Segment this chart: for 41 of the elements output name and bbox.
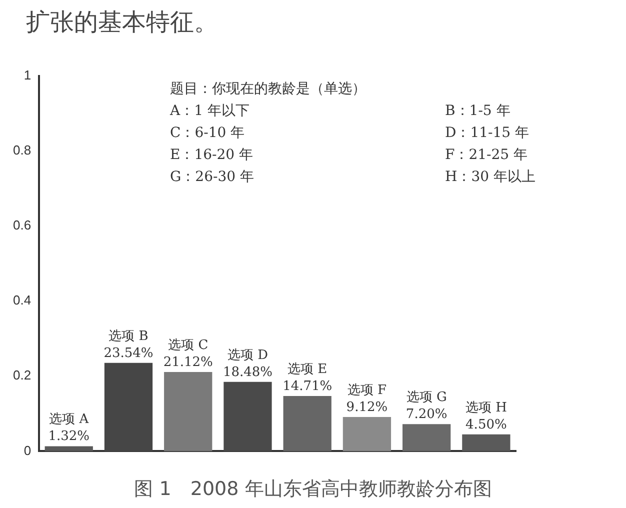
annotation: G：26-30 年: [170, 168, 254, 186]
bar: [342, 416, 392, 452]
data-label: 14.71%: [282, 379, 332, 394]
bar: [224, 382, 272, 452]
y-tick-label: 0.6: [12, 218, 32, 233]
annotation: F：21-25 年: [445, 146, 528, 164]
bar: [283, 396, 332, 452]
x-tick-label: 选项 H: [465, 400, 507, 416]
x-tick-label: 选项 E: [288, 362, 328, 378]
y-tick-label: 0.8: [12, 142, 32, 158]
text: 扩张的基本特征。: [26, 7, 218, 38]
x-tick-label: 选项 B: [108, 328, 148, 344]
bar: [104, 362, 153, 452]
x-tick-label: 选项 A: [49, 412, 90, 428]
data-label: 23.54%: [104, 346, 154, 361]
data-label: 21.12%: [163, 354, 213, 370]
x-tick-label: 选项 G: [406, 390, 447, 406]
data-label: 9.12%: [346, 400, 388, 415]
y-tick-label: 0.2: [12, 368, 32, 383]
text: 图 1 2008 年山东省高中教师教龄分布图: [133, 477, 493, 502]
annotation: E：16-20 年: [170, 146, 254, 164]
annotation: 题目：你现在的教龄是（单选）: [170, 80, 366, 98]
bar: [462, 434, 510, 452]
annotation: A：1 年以下: [170, 102, 250, 120]
bar: [164, 372, 212, 452]
data-label: 18.48%: [222, 364, 273, 380]
annotation: B：1-5 年: [445, 102, 510, 120]
bar: [44, 446, 93, 452]
x-tick-label: 选项 F: [347, 382, 387, 398]
annotation: C：6-10 年: [170, 124, 245, 142]
x-tick-label: 选项 C: [168, 338, 208, 353]
data-label: 4.50%: [466, 417, 507, 432]
bar: [402, 424, 451, 452]
annotation: H：30 年以上: [445, 168, 536, 186]
y-tick-label: 0.4: [12, 292, 32, 308]
annotation: D：11-15 年: [445, 124, 530, 142]
data-label: 1.32%: [48, 429, 90, 444]
y-tick-label: 1: [24, 68, 32, 83]
y-tick-label: 0: [24, 442, 32, 458]
data-label: 7.20%: [406, 407, 448, 422]
x-tick-label: 选项 D: [227, 348, 268, 363]
